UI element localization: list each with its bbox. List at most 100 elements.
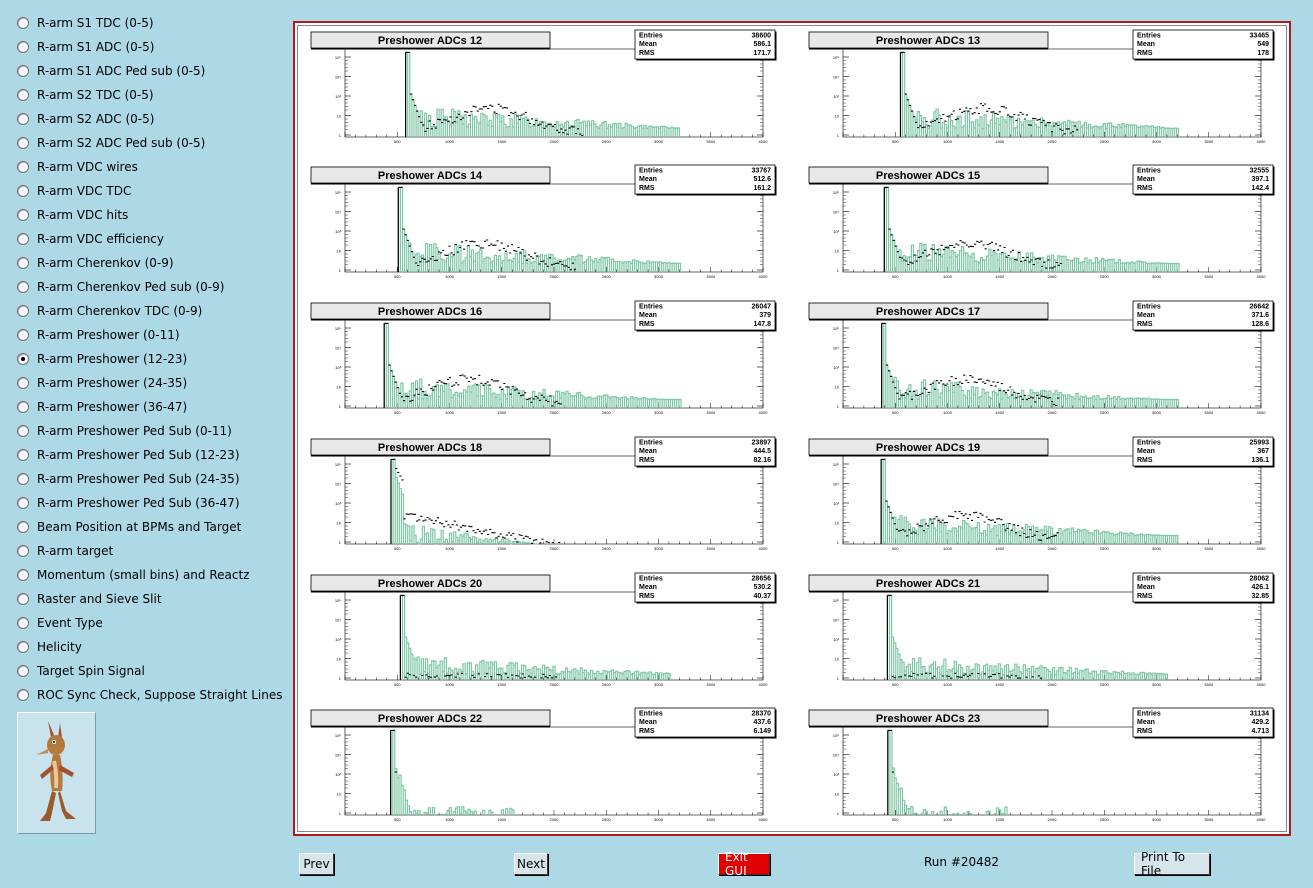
- radio-unselected-icon[interactable]: [17, 329, 29, 341]
- radio-unselected-icon[interactable]: [17, 89, 29, 101]
- stats-label: RMS: [639, 50, 655, 57]
- radio-option[interactable]: Momentum (small bins) and Reactz: [17, 565, 249, 585]
- radio-unselected-icon[interactable]: [17, 257, 29, 269]
- radio-option[interactable]: R-arm Preshower (12-23): [17, 349, 187, 369]
- x-tick-label: 2000: [1048, 817, 1058, 822]
- radio-option[interactable]: R-arm Preshower Ped Sub (36-47): [17, 493, 240, 513]
- radio-unselected-icon[interactable]: [17, 689, 29, 701]
- x-tick-label: 4000: [1257, 410, 1267, 415]
- radio-unselected-icon[interactable]: [17, 545, 29, 557]
- stats-label: Entries: [639, 440, 663, 447]
- radio-option[interactable]: R-arm target: [17, 541, 113, 561]
- y-tick-label: 1: [837, 811, 840, 816]
- y-tick-label: 10⁵: [833, 598, 839, 603]
- stats-label: RMS: [639, 457, 655, 464]
- radio-option[interactable]: Beam Position at BPMs and Target: [17, 517, 241, 537]
- radio-unselected-icon[interactable]: [17, 593, 29, 605]
- radio-unselected-icon[interactable]: [17, 137, 29, 149]
- stats-value: 178: [1257, 50, 1269, 57]
- radio-unselected-icon[interactable]: [17, 305, 29, 317]
- radio-unselected-icon[interactable]: [17, 449, 29, 461]
- x-tick-label: 500: [394, 817, 401, 822]
- radio-option[interactable]: R-arm Preshower Ped Sub (0-11): [17, 421, 232, 441]
- stats-label: Mean: [1137, 41, 1155, 48]
- current-histogram: [390, 729, 397, 773]
- radio-option[interactable]: ROC Sync Check, Suppose Straight Lines: [17, 685, 282, 705]
- stats-label: Entries: [639, 33, 663, 40]
- radio-option[interactable]: R-arm S1 TDC (0-5): [17, 13, 154, 33]
- radio-option[interactable]: Helicity: [17, 637, 82, 657]
- x-tick-label: 1500: [497, 682, 507, 687]
- radio-unselected-icon[interactable]: [17, 65, 29, 77]
- radio-option[interactable]: Target Spin Signal: [17, 661, 145, 681]
- stats-value: 371.6: [1251, 312, 1269, 319]
- radio-unselected-icon[interactable]: [17, 473, 29, 485]
- stats-value: 26642: [1250, 304, 1270, 311]
- reference-histogram: [399, 594, 671, 680]
- radio-unselected-icon[interactable]: [17, 281, 29, 293]
- x-tick-label: 3500: [1204, 410, 1214, 415]
- x-tick-label: 2000: [1048, 410, 1058, 415]
- stats-value: 33767: [752, 168, 772, 175]
- radio-unselected-icon[interactable]: [17, 497, 29, 509]
- radio-unselected-icon[interactable]: [17, 161, 29, 173]
- radio-selected-icon[interactable]: [17, 353, 29, 365]
- radio-unselected-icon[interactable]: [17, 569, 29, 581]
- print-to-file-button[interactable]: Print To File: [1134, 850, 1210, 878]
- radio-option[interactable]: R-arm VDC hits: [17, 205, 128, 225]
- radio-unselected-icon[interactable]: [17, 209, 29, 221]
- radio-unselected-icon[interactable]: [17, 665, 29, 677]
- radio-option[interactable]: Event Type: [17, 613, 103, 633]
- radio-unselected-icon[interactable]: [17, 113, 29, 125]
- radio-option[interactable]: R-arm Preshower Ped Sub (12-23): [17, 445, 240, 465]
- x-tick-label: 4000: [759, 139, 769, 144]
- radio-option[interactable]: R-arm Preshower (24-35): [17, 373, 187, 393]
- x-tick-label: 1500: [497, 546, 507, 551]
- radio-option[interactable]: R-arm VDC efficiency: [17, 229, 164, 249]
- radio-option[interactable]: R-arm Cherenkov Ped sub (0-9): [17, 277, 224, 297]
- radio-unselected-icon[interactable]: [17, 401, 29, 413]
- prev-button[interactable]: Prev: [299, 853, 334, 875]
- radio-option[interactable]: R-arm S1 ADC Ped sub (0-5): [17, 61, 205, 81]
- stats-value: 6.149: [753, 728, 771, 735]
- radio-unselected-icon[interactable]: [17, 233, 29, 245]
- x-tick-label: 1000: [943, 139, 953, 144]
- radio-unselected-icon[interactable]: [17, 41, 29, 53]
- radio-option[interactable]: R-arm S1 ADC (0-5): [17, 37, 154, 57]
- x-tick-label: 500: [892, 274, 899, 279]
- x-tick-label: 1000: [943, 410, 953, 415]
- radio-unselected-icon[interactable]: [17, 185, 29, 197]
- stats-value: 444.5: [753, 448, 771, 455]
- radio-option[interactable]: R-arm S2 ADC (0-5): [17, 109, 154, 129]
- radio-option[interactable]: R-arm Preshower Ped Sub (24-35): [17, 469, 240, 489]
- radio-option[interactable]: R-arm Cherenkov (0-9): [17, 253, 174, 273]
- radio-option[interactable]: R-arm Preshower (0-11): [17, 325, 180, 345]
- canvas-inner: 10⁵ 10⁴ 10³ 10 1 500 1000 1500 2000 2500 3000 3500 4…: [297, 25, 1287, 832]
- stats-label: RMS: [639, 728, 655, 735]
- radio-unselected-icon[interactable]: [17, 641, 29, 653]
- radio-option[interactable]: R-arm Preshower (36-47): [17, 397, 187, 417]
- radio-option[interactable]: R-arm Cherenkov TDC (0-9): [17, 301, 202, 321]
- radio-option[interactable]: Raster and Sieve Slit: [17, 589, 162, 609]
- x-tick-label: 500: [892, 682, 899, 687]
- radio-label: R-arm target: [37, 544, 114, 558]
- exit-gui-button[interactable]: Exit GUI: [718, 850, 770, 878]
- radio-unselected-icon[interactable]: [17, 17, 29, 29]
- radio-unselected-icon[interactable]: [17, 425, 29, 437]
- y-tick-label: 1: [339, 540, 342, 545]
- current-histogram: [405, 51, 584, 137]
- radio-option[interactable]: R-arm S2 TDC (0-5): [17, 85, 154, 105]
- x-tick-label: 4000: [1257, 274, 1267, 279]
- radio-option[interactable]: R-arm S2 ADC Ped sub (0-5): [17, 133, 205, 153]
- radio-option[interactable]: R-arm VDC wires: [17, 157, 138, 177]
- histogram-title: Preshower ADCs 16: [378, 306, 482, 318]
- radio-unselected-icon[interactable]: [17, 521, 29, 533]
- radio-unselected-icon[interactable]: [17, 377, 29, 389]
- x-tick-label: 2000: [550, 139, 560, 144]
- radio-unselected-icon[interactable]: [17, 617, 29, 629]
- y-tick-label: 10⁴: [833, 618, 839, 623]
- next-button[interactable]: Next: [514, 853, 548, 875]
- radio-option[interactable]: R-arm VDC TDC: [17, 181, 131, 201]
